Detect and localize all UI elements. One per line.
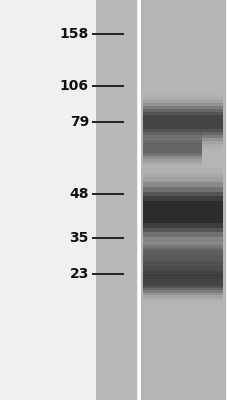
Bar [142,187,222,237]
Bar [142,143,201,153]
Bar [142,262,222,298]
Bar [142,192,222,232]
Bar [142,178,222,246]
Bar [142,252,222,280]
Bar [142,132,201,164]
Bar [142,274,222,286]
Bar [142,182,222,242]
Bar [142,260,222,300]
Bar [142,136,201,160]
Bar [142,112,222,132]
Bar [142,246,222,262]
Bar [142,248,222,260]
Bar [142,236,222,272]
Text: 23: 23 [69,267,89,281]
Bar [142,173,222,251]
Bar [142,115,222,129]
Bar [142,141,201,155]
Bar [142,244,222,264]
Bar [142,258,222,274]
Text: 79: 79 [69,115,89,129]
Bar [142,262,222,270]
Bar [142,267,222,293]
Bar [142,106,222,138]
Bar [142,201,222,223]
Bar [142,128,201,168]
Bar [142,242,222,266]
Bar [142,100,222,144]
Bar [142,238,222,270]
Bar [95,0,136,400]
Bar [142,260,222,272]
Bar [142,257,222,275]
Bar [142,94,222,150]
Bar [142,109,222,135]
Bar [142,103,222,141]
Bar [142,250,222,282]
Bar [142,97,222,147]
Bar [141,0,225,400]
Bar [142,254,222,278]
Text: 35: 35 [69,231,89,245]
Text: 158: 158 [59,27,89,41]
Bar [142,258,222,302]
Bar [142,139,201,157]
Bar [142,196,222,228]
Bar [142,265,222,295]
Bar [142,130,201,166]
Text: 48: 48 [69,187,89,201]
Bar [142,168,222,256]
Text: 106: 106 [60,79,89,93]
Bar [142,272,222,288]
Bar [142,270,222,290]
Bar [142,240,222,268]
Bar [142,134,201,162]
Bar [142,255,222,277]
Bar [142,250,222,258]
